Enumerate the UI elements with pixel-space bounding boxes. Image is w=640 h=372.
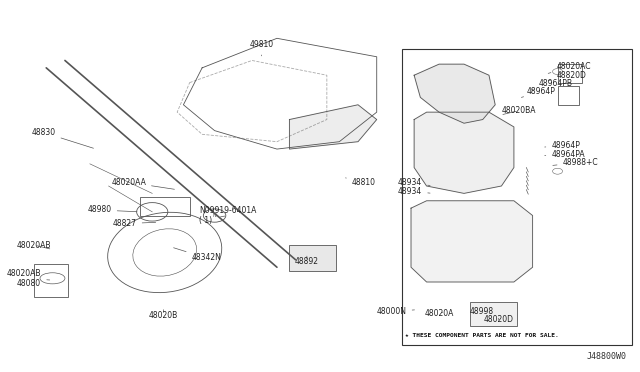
- Text: 48820D: 48820D: [548, 71, 586, 81]
- Text: 48964PB: 48964PB: [531, 79, 573, 90]
- Polygon shape: [414, 112, 514, 193]
- Text: 48964PA: 48964PA: [545, 150, 585, 159]
- Text: 48998: 48998: [469, 307, 493, 316]
- Text: 48020AA: 48020AA: [111, 178, 175, 189]
- Text: 49810: 49810: [250, 41, 273, 56]
- Text: J48800W0: J48800W0: [586, 352, 626, 361]
- Text: 48980: 48980: [88, 205, 137, 215]
- Text: 48964P: 48964P: [522, 87, 556, 97]
- Bar: [140, 197, 189, 215]
- Text: 48934: 48934: [398, 178, 430, 187]
- Text: 48827: 48827: [113, 219, 156, 228]
- Text: N09919-6401A
( 1): N09919-6401A ( 1): [199, 206, 257, 225]
- Text: 48020AC: 48020AC: [548, 61, 591, 73]
- Polygon shape: [411, 201, 532, 282]
- Text: 48892: 48892: [295, 256, 319, 266]
- Text: N: N: [212, 213, 216, 218]
- Bar: [34, 263, 68, 297]
- Polygon shape: [414, 64, 495, 123]
- Text: ★ THESE COMPONENT PARTS ARE NOT FOR SALE.: ★ THESE COMPONENT PARTS ARE NOT FOR SALE…: [404, 333, 559, 338]
- Text: 48020AB: 48020AB: [17, 241, 51, 250]
- Text: 48020BA: 48020BA: [501, 106, 536, 115]
- Text: 48934: 48934: [398, 187, 430, 196]
- Bar: [557, 86, 579, 105]
- Text: 48810: 48810: [346, 178, 376, 187]
- Text: 48830: 48830: [31, 128, 93, 148]
- Text: 48342N: 48342N: [173, 248, 221, 263]
- Text: 48020A: 48020A: [424, 309, 454, 318]
- Text: 48020AB
48080: 48020AB 48080: [7, 269, 50, 288]
- Bar: [557, 64, 582, 83]
- Text: 48988+C: 48988+C: [553, 158, 598, 167]
- Text: 48964P: 48964P: [545, 141, 580, 150]
- Text: 48020D: 48020D: [483, 315, 513, 324]
- Text: 48000N: 48000N: [377, 307, 415, 316]
- Polygon shape: [289, 105, 377, 149]
- Bar: [289, 245, 336, 271]
- Bar: [402, 49, 632, 345]
- Bar: [470, 302, 517, 326]
- Text: 48020B: 48020B: [149, 310, 178, 320]
- Circle shape: [204, 209, 226, 222]
